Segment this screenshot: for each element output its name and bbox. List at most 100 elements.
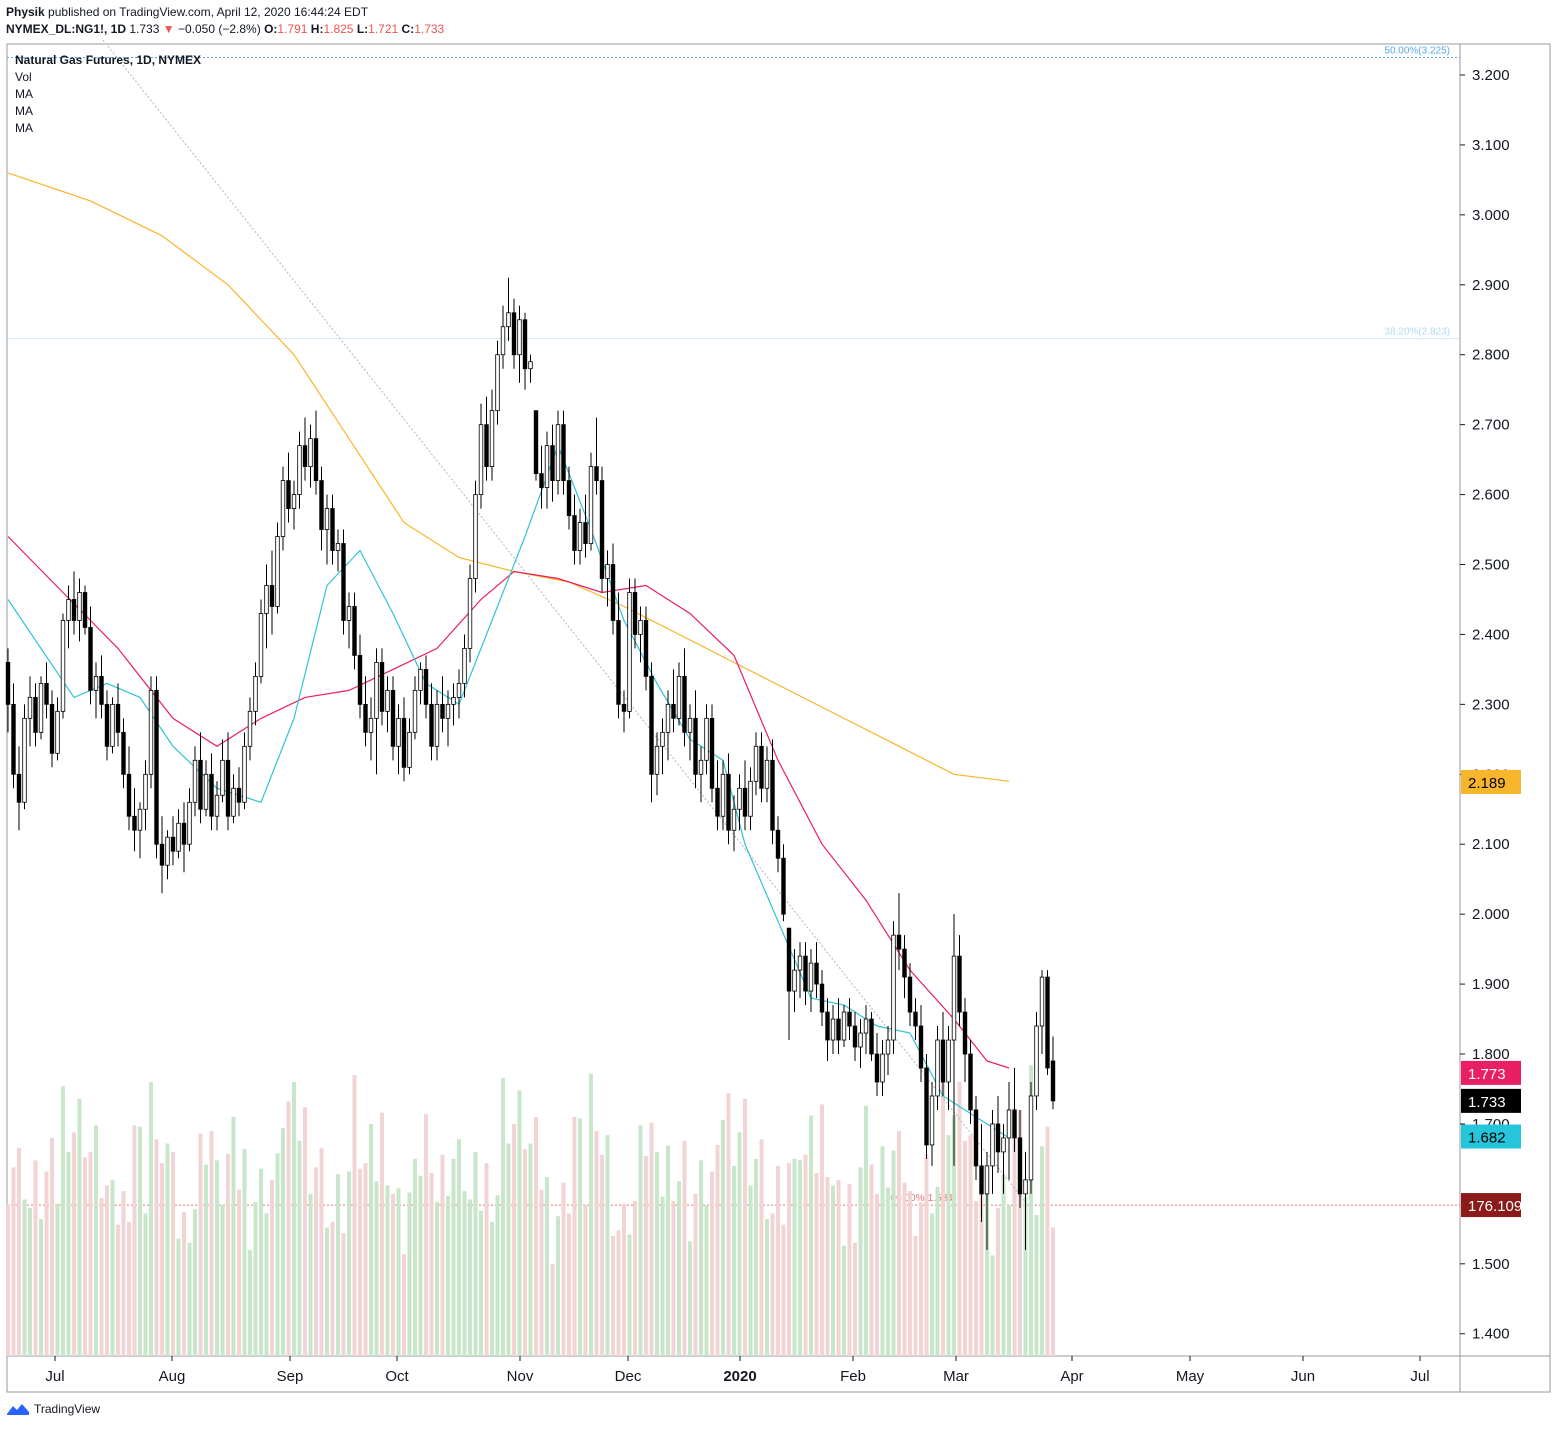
candle-body [792,969,797,992]
trendline[interactable] [102,39,1025,1202]
volume-bar [1012,1108,1017,1356]
volume-bar [242,1149,247,1356]
candle-body [225,759,231,817]
volume-bar [737,1132,742,1356]
candle-body [198,759,203,810]
legend-vol[interactable]: Vol [15,70,32,84]
last-price: 1.733 [129,22,160,36]
open-value: 1.791 [277,22,308,36]
footer-brand[interactable]: TradingView [34,1402,101,1416]
candle-body [308,438,313,468]
candle-body [687,717,693,733]
legend-ma-3[interactable]: MA [15,121,33,135]
candle-body [951,955,957,1041]
candle-body [1050,1060,1056,1102]
volume-bar [121,1191,126,1356]
candle-body [192,759,198,803]
candle-body [583,522,588,544]
volume-bar [457,1139,461,1356]
volume-bar [913,1235,918,1356]
volume-bar [688,1241,692,1356]
price-axis[interactable]: 3.200 3.100 3.000 2.900 2.800 2.700 2.600 2.500… [1460,67,1510,1343]
candle-body [55,710,60,754]
volume-bar [853,1242,857,1356]
volume-bar [968,1135,973,1356]
volume-bar [974,1200,978,1356]
volume-bar [149,1081,153,1356]
candle-body [709,717,715,789]
volume-bar [33,1160,38,1356]
candle-body [170,836,176,852]
volume-bar [61,1086,65,1356]
volume-bar [77,1098,82,1356]
volume-bar [429,1172,434,1356]
volume-bar [347,1171,351,1356]
candle-body [764,759,770,789]
x-tick-label: 2020 [723,1368,756,1385]
volume-bar [479,1210,483,1356]
volume-bar [171,1151,175,1356]
candle-body [907,976,913,1013]
volume-bar [990,1255,995,1356]
x-tick-label: Nov [507,1368,534,1385]
author-name[interactable]: Physik [6,5,45,19]
volume-bar [996,1207,1000,1356]
volume-bar [704,1205,709,1356]
y-tick-label: 3.000 [1472,207,1510,224]
candle-body [808,962,814,992]
y-tick-label: 3.200 [1472,67,1510,84]
symbol-label[interactable]: NYMEX_DL:NG1!, 1D [6,22,127,36]
candle-body [786,927,792,992]
candle-body [16,773,22,803]
volume-bar [512,1123,516,1356]
volume-bar [721,1119,725,1356]
volume-bar [435,1202,439,1356]
candle-body [588,466,594,544]
volume-bar [836,1179,841,1356]
volume-bar [924,1154,929,1356]
legend-title[interactable]: Natural Gas Futures, 1D, NYMEX [15,53,202,67]
x-tick-label: Dec [615,1368,642,1385]
legend-ma-1[interactable]: MA [15,87,33,101]
legend-ma-2[interactable]: MA [15,104,33,118]
price-label-bg [1461,1060,1521,1085]
candle-body [484,424,489,468]
low-label: L: [356,22,369,36]
volume-bar [490,1221,494,1356]
candle-body [478,424,484,495]
volume-bar [72,1132,76,1356]
candle-body [341,543,346,621]
candle-body [605,564,610,579]
candle-body [616,620,621,705]
candle-body [781,857,786,915]
candle-body [555,424,561,481]
candle-body [737,787,742,810]
candle-body [720,773,726,817]
volume-bar [297,1140,302,1356]
y-tick-label: 2.100 [1472,836,1510,853]
volume-bar [292,1081,296,1356]
candle-body [682,675,687,733]
candle-body [434,703,440,747]
candle-body [291,494,297,509]
volume-bar [402,1254,406,1356]
ma-mid-line [7,536,1010,1069]
volume-bar [627,1234,632,1356]
candle-body [918,1025,924,1069]
y-tick-label: 2.900 [1472,277,1510,294]
time-axis[interactable]: Jul Aug Sep Oct Nov Dec 2020 Feb Mar Apr May Jun Jul [45,1356,1430,1385]
indicator-legend: Natural Gas Futures, 1D, NYMEX Vol MA MA… [15,52,201,137]
volume-bar [1040,1146,1044,1356]
volume-bar [1007,1205,1011,1356]
x-tick-label: Jul [1410,1368,1429,1385]
volume-bar [374,1181,379,1356]
candle-body [1045,976,1050,1069]
candle-body [528,361,533,370]
volume-bar [336,1174,340,1356]
volume-bar [869,1164,874,1356]
candle-body [500,326,506,356]
candle-body [940,1039,946,1083]
volume-bar [666,1145,670,1356]
candle-body [1012,1109,1017,1139]
